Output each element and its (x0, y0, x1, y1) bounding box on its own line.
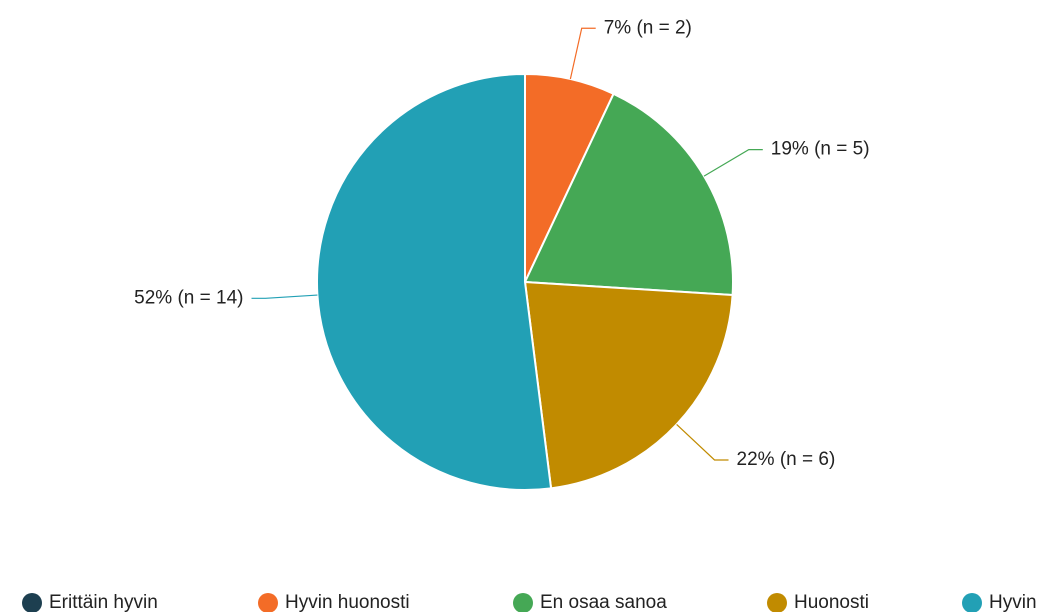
legend-label: En osaa sanoa (540, 592, 667, 612)
legend-label: Erittäin hyvin (49, 592, 158, 612)
legend-marker (22, 593, 42, 612)
legend-marker (258, 593, 278, 612)
data-label: 7% (n = 2) (604, 17, 692, 38)
legend-label: Huonosti (794, 592, 869, 612)
legend-label: Hyvin (989, 592, 1037, 612)
pie-slice (523, 280, 734, 490)
data-label: 52% (n = 14) (134, 287, 243, 308)
legend-marker (962, 593, 982, 612)
pie-slice (523, 92, 734, 297)
data-label: 19% (n = 5) (771, 139, 870, 160)
pie-slice (316, 72, 553, 491)
data-label: 22% (n = 6) (737, 449, 836, 470)
legend-marker (767, 593, 787, 612)
leader-line (703, 149, 763, 177)
leader-line (251, 294, 318, 299)
leader-line (676, 423, 729, 461)
leader-line (569, 27, 596, 80)
legend-marker (513, 593, 533, 612)
legend-label: Hyvin huonosti (285, 592, 410, 612)
